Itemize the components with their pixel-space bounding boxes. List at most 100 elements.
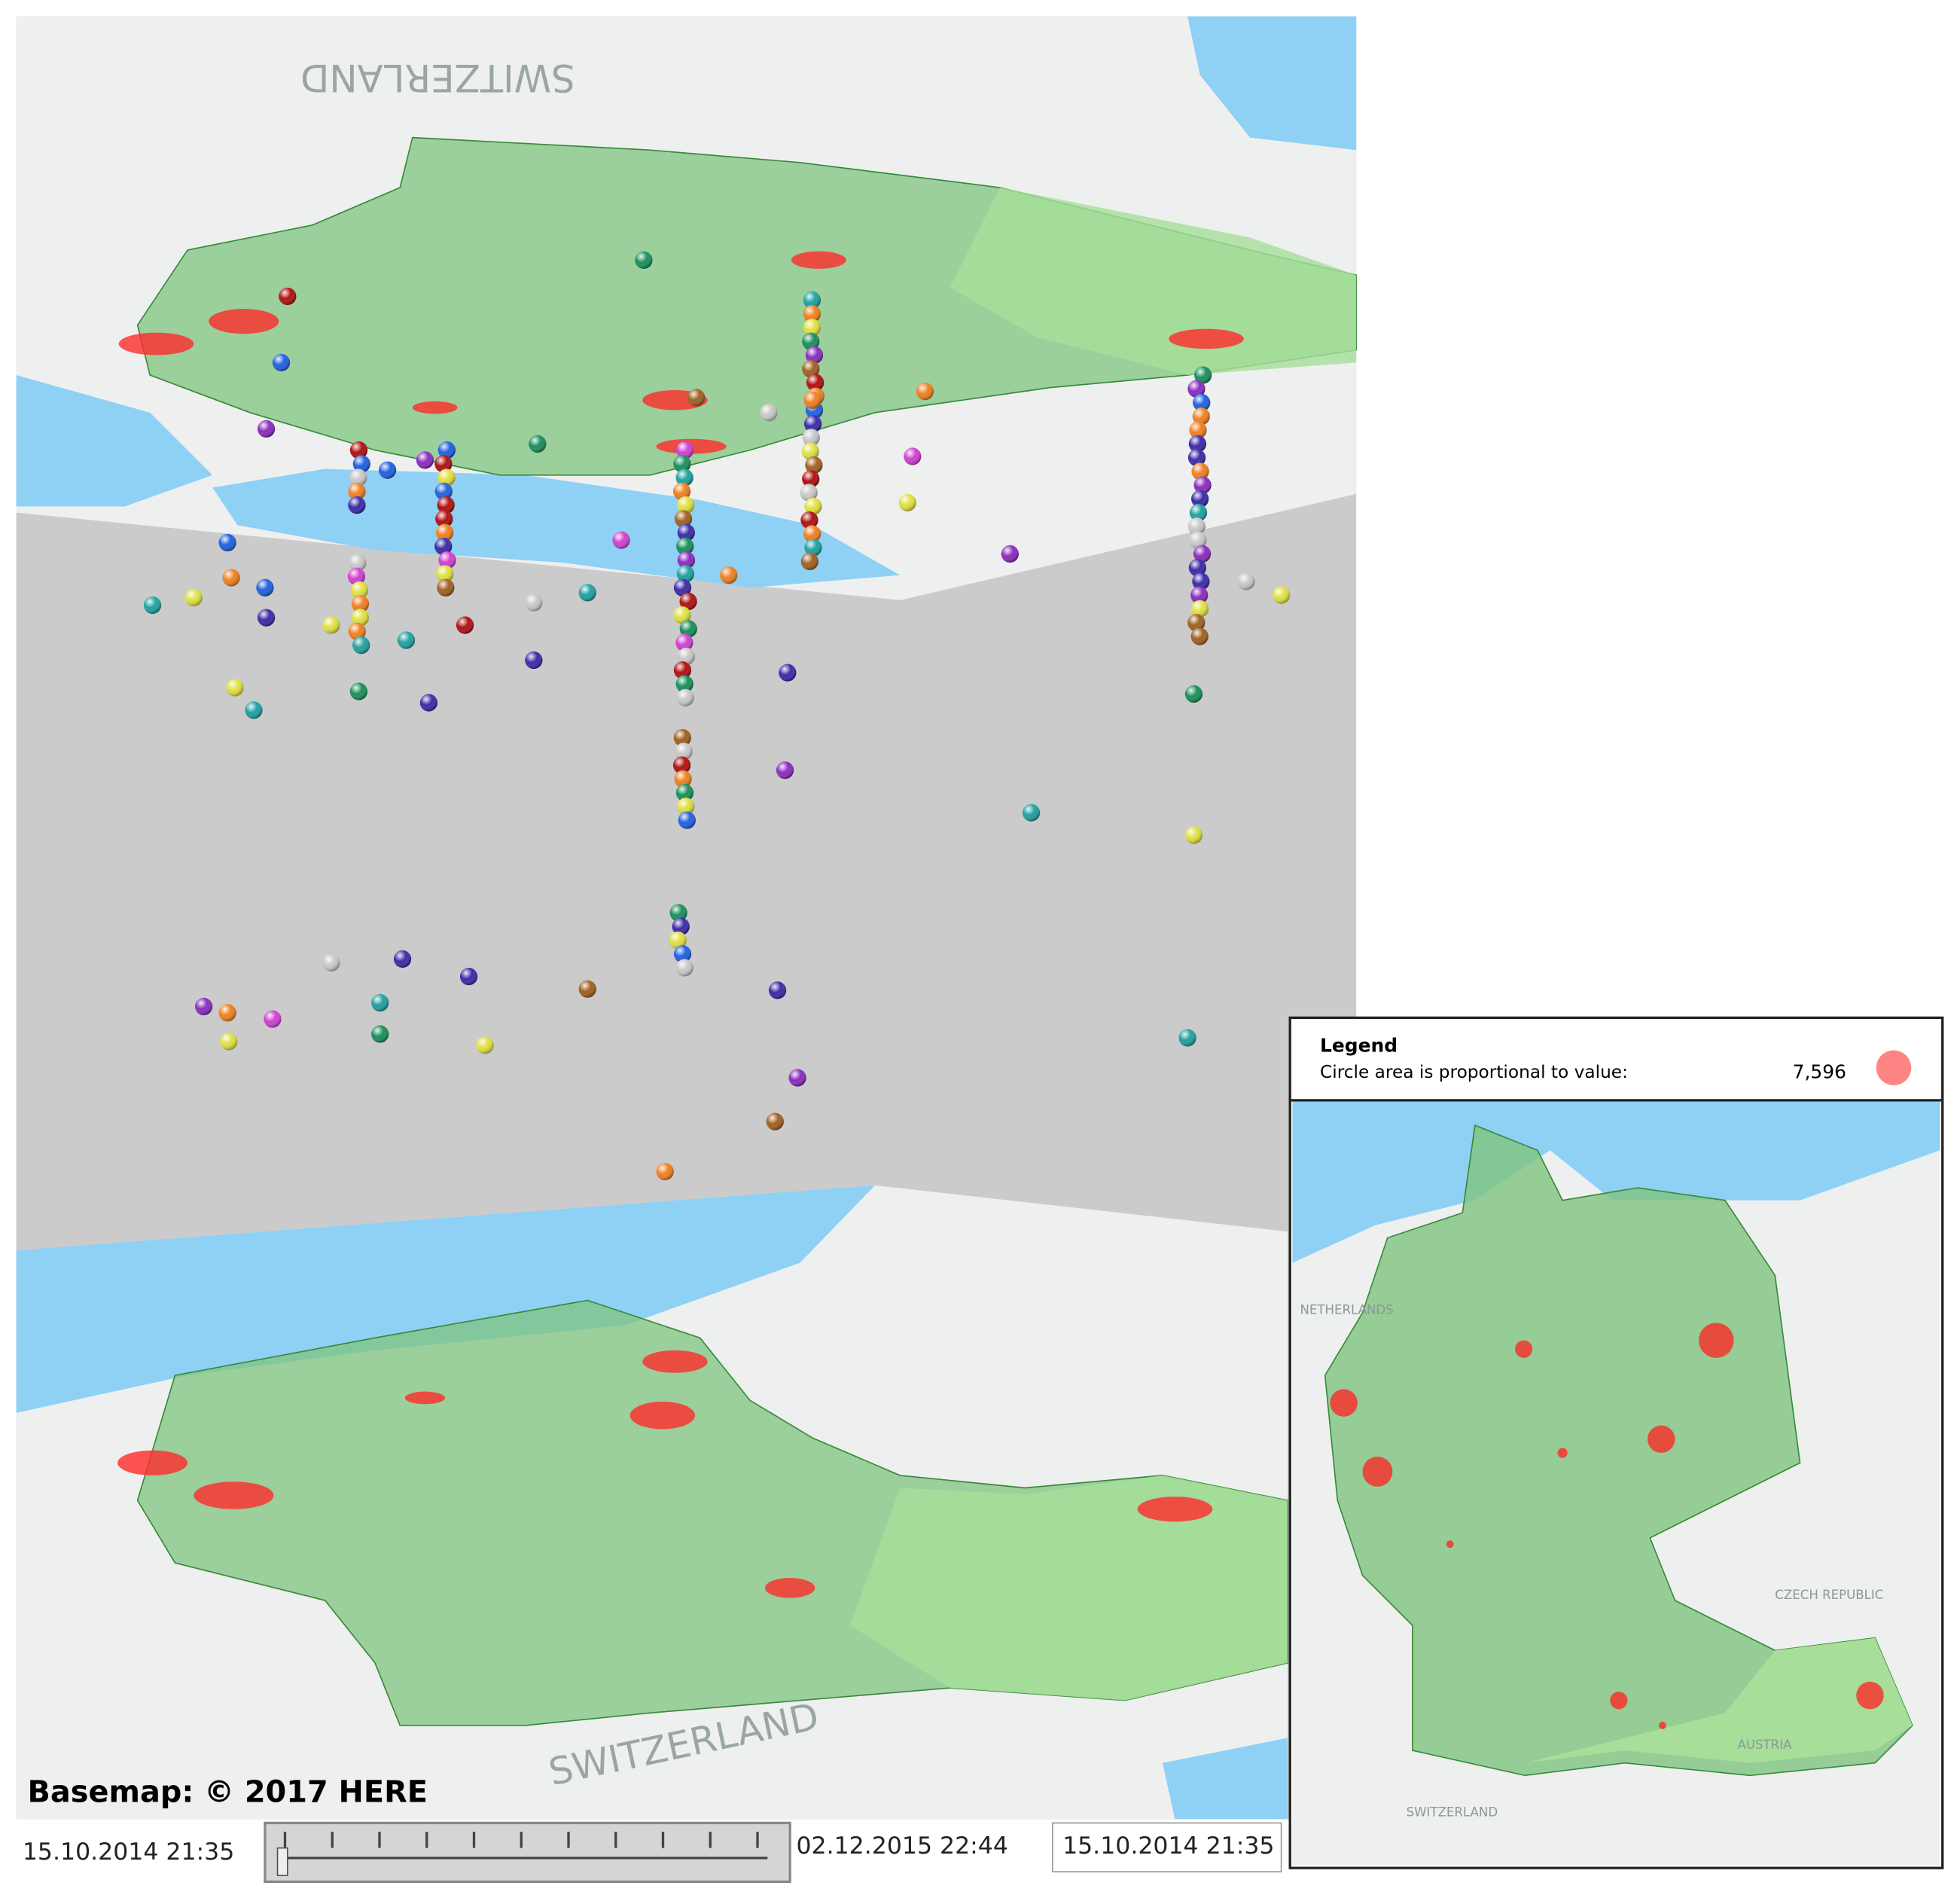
sphere-shading (245, 701, 263, 719)
sphere-shading (1188, 435, 1206, 453)
legend-title: Legend (1320, 1034, 1398, 1056)
sphere-shading (1193, 545, 1212, 563)
time-slider[interactable] (264, 1821, 791, 1884)
time-start: 15.10.2014 21:35 (23, 1838, 234, 1866)
sphere-shading (675, 743, 693, 761)
sphere-shading (220, 1033, 238, 1051)
value-circle (791, 251, 846, 269)
sphere-shading (434, 482, 453, 501)
inset-circle (1856, 1681, 1884, 1710)
sphere-shading (1272, 586, 1291, 604)
sphere-shading (720, 566, 738, 584)
sphere-shading (184, 588, 203, 607)
sphere-shading (612, 531, 630, 549)
sphere-shading (803, 391, 821, 409)
sphere-shading (349, 468, 367, 487)
sphere-shading (349, 554, 367, 572)
sphere-shading (352, 455, 370, 473)
sphere-shading (397, 631, 416, 649)
sphere-shading (677, 523, 695, 542)
sphere-shading (348, 622, 366, 640)
sphere-shading (675, 675, 693, 693)
sphere-shading (436, 523, 454, 542)
sphere-shading (904, 447, 922, 465)
sphere-shading (677, 551, 696, 569)
sphere-shading (436, 565, 454, 583)
inset-circle (1557, 1448, 1568, 1458)
value-circle (764, 1578, 815, 1598)
sphere-shading (805, 456, 823, 474)
value-circle (1169, 328, 1244, 349)
value-circle (629, 1401, 696, 1430)
sphere-shading (1193, 393, 1211, 412)
slider-track[interactable] (264, 1821, 791, 1884)
sphere-shading (760, 404, 778, 422)
sphere-shading (476, 1036, 494, 1054)
sphere-shading (672, 917, 690, 935)
sphere-shading (437, 441, 456, 459)
sphere-shading (802, 470, 820, 488)
inset-circle (1647, 1425, 1675, 1454)
sphere-shading (416, 451, 434, 469)
value-circle (642, 1350, 708, 1373)
slider-thumb[interactable] (276, 1847, 288, 1876)
sphere-shading (348, 482, 366, 501)
sphere-shading (673, 578, 692, 597)
sphere-shading (578, 980, 596, 998)
sphere-shading (351, 595, 370, 613)
sphere-shading (264, 1010, 282, 1028)
sphere-shading (1187, 614, 1206, 632)
sphere-shading (803, 415, 822, 433)
inset-circle (1610, 1692, 1628, 1710)
sphere-shading (218, 1004, 236, 1022)
sphere-shading (322, 616, 340, 634)
sphere-shading (322, 954, 340, 972)
sphere-shading (803, 305, 821, 323)
sphere-shading (393, 950, 412, 968)
sphere-shading (1187, 380, 1206, 398)
sphere-shading (351, 609, 370, 627)
sphere-shading (687, 389, 706, 407)
sphere-shading (1193, 366, 1212, 384)
sphere-shading (226, 679, 244, 697)
sphere-shading (766, 1112, 784, 1131)
value-circle (404, 1391, 445, 1405)
inset-map-label: AUSTRIA (1738, 1738, 1793, 1752)
sphere-shading (434, 455, 453, 473)
sphere-shading (257, 609, 276, 627)
sphere-shading (768, 981, 787, 999)
sphere-shading (802, 360, 820, 378)
inset-circle (1515, 1340, 1533, 1358)
sphere-shading (525, 594, 543, 612)
attribution: Basemap: © 2017 HERE (28, 1775, 428, 1810)
sphere-shading (800, 552, 818, 570)
sphere-shading (529, 435, 547, 453)
sphere-shading (779, 664, 797, 682)
sphere-shading (349, 441, 368, 459)
sphere-shading (459, 967, 478, 986)
sphere-shading (804, 497, 822, 515)
sphere-shading (1189, 531, 1207, 549)
inset-circle (1446, 1540, 1454, 1549)
sphere-shading (419, 694, 438, 712)
sphere-shading (673, 606, 691, 624)
sphere-shading (352, 636, 370, 655)
sphere-shading (803, 291, 821, 310)
sphere-shading (672, 482, 691, 501)
sphere-shading (1184, 685, 1203, 703)
sphere-shading (678, 811, 696, 829)
sphere-shading (1187, 517, 1206, 536)
sphere-shading (1187, 448, 1206, 467)
time-end: 02.12.2015 22:44 (796, 1832, 1007, 1860)
sphere-shading (347, 567, 366, 585)
sphere-shading (673, 661, 692, 679)
sphere-shading (1191, 462, 1209, 481)
sphere-shading (676, 565, 694, 583)
sphere-shading (674, 770, 692, 788)
sphere-shading (669, 931, 687, 949)
sphere-shading (802, 332, 820, 350)
sphere-shading (222, 569, 240, 587)
legend-circle (1876, 1050, 1912, 1085)
inset-circle (1362, 1456, 1393, 1487)
